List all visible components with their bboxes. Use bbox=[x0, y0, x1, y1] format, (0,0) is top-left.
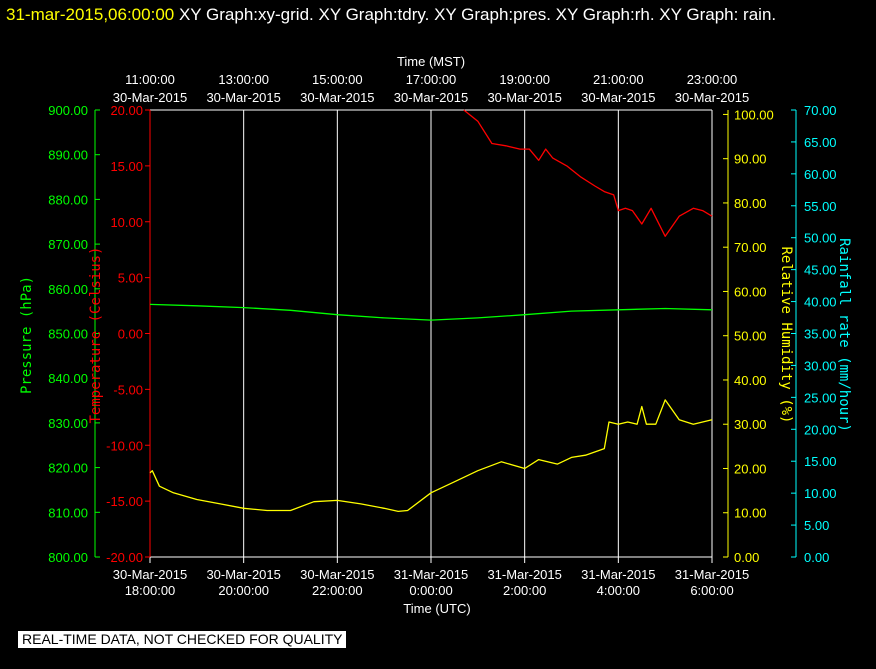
pressure-tick-label: 900.00 bbox=[48, 103, 88, 118]
humidity-tick-label: 70.00 bbox=[734, 240, 767, 255]
temperature-tick-label: 0.00 bbox=[118, 327, 143, 342]
pressure-tick-label: 810.00 bbox=[48, 505, 88, 520]
graph-titles: XY Graph:xy-grid. XY Graph:tdry. XY Grap… bbox=[174, 5, 777, 24]
x-tick-label-time: 0:00:00 bbox=[409, 583, 452, 598]
rain-tick-label: 55.00 bbox=[804, 199, 837, 214]
x-top-tick-label-date: 30-Mar-2015 bbox=[394, 90, 468, 105]
x-top-tick-label-date: 30-Mar-2015 bbox=[113, 90, 187, 105]
x-tick-label-time: 20:00:00 bbox=[218, 583, 269, 598]
humidity-tick-label: 60.00 bbox=[734, 284, 767, 299]
x-tick-label-time: 6:00:00 bbox=[690, 583, 733, 598]
pressure-tick-label: 850.00 bbox=[48, 327, 88, 342]
rain-tick-label: 50.00 bbox=[804, 231, 837, 246]
temperature-tick-label: -20.00 bbox=[106, 550, 143, 565]
rain-tick-label: 45.00 bbox=[804, 263, 837, 278]
humidity-tick-label: 80.00 bbox=[734, 196, 767, 211]
x-top-tick-label-date: 30-Mar-2015 bbox=[206, 90, 280, 105]
rain-tick-label: 60.00 bbox=[804, 167, 837, 182]
rain-axis-label: Rainfall rate (mm/hour) bbox=[836, 238, 852, 432]
rain-tick-label: 30.00 bbox=[804, 358, 837, 373]
x-top-tick-label-date: 30-Mar-2015 bbox=[675, 90, 749, 105]
x-tick-label-time: 2:00:00 bbox=[503, 583, 546, 598]
temperature-tick-label: 5.00 bbox=[118, 271, 143, 286]
temperature-series-line bbox=[463, 109, 713, 237]
humidity-tick-label: 50.00 bbox=[734, 329, 767, 344]
pressure-tick-label: 860.00 bbox=[48, 282, 88, 297]
x-top-tick-label-time: 19:00:00 bbox=[499, 72, 550, 87]
pressure-series-line bbox=[149, 303, 713, 321]
pressure-tick-label: 830.00 bbox=[48, 416, 88, 431]
x-tick-label-date: 30-Mar-2015 bbox=[206, 567, 280, 582]
temperature-tick-label: 10.00 bbox=[110, 215, 143, 230]
humidity-tick-label: 100.00 bbox=[734, 107, 774, 122]
x-tick-label-date: 31-Mar-2015 bbox=[487, 567, 561, 582]
x-tick-label-time: 22:00:00 bbox=[312, 583, 363, 598]
x-top-tick-label-time: 17:00:00 bbox=[406, 72, 457, 87]
x-tick-label-date: 31-Mar-2015 bbox=[581, 567, 655, 582]
x-top-tick-label-time: 13:00:00 bbox=[218, 72, 269, 87]
x-tick-label-date: 31-Mar-2015 bbox=[394, 567, 468, 582]
x-top-tick-label-time: 21:00:00 bbox=[593, 72, 644, 87]
timestamp: 31-mar-2015,06:00:00 bbox=[6, 5, 175, 24]
x-tick-label-time: 18:00:00 bbox=[125, 583, 176, 598]
rain-tick-label: 15.00 bbox=[804, 454, 837, 469]
rain-tick-label: 40.00 bbox=[804, 295, 837, 310]
humidity-tick-label: 40.00 bbox=[734, 373, 767, 388]
temperature-tick-label: -10.00 bbox=[106, 438, 143, 453]
rain-tick-label: 0.00 bbox=[804, 550, 829, 565]
rain-tick-label: 25.00 bbox=[804, 390, 837, 405]
pressure-tick-label: 820.00 bbox=[48, 461, 88, 476]
rain-tick-label: 35.00 bbox=[804, 327, 837, 342]
rain-tick-label: 20.00 bbox=[804, 422, 837, 437]
quality-notice: REAL-TIME DATA, NOT CHECKED FOR QUALITY bbox=[18, 631, 347, 648]
humidity-tick-label: 30.00 bbox=[734, 417, 767, 432]
x-tick-label-date: 30-Mar-2015 bbox=[113, 567, 187, 582]
x-top-tick-label-date: 30-Mar-2015 bbox=[581, 90, 655, 105]
pressure-tick-label: 880.00 bbox=[48, 192, 88, 207]
x-tick-label-date: 30-Mar-2015 bbox=[300, 567, 374, 582]
pressure-tick-label: 870.00 bbox=[48, 237, 88, 252]
temperature-axis-label: Temperature (Celsius) bbox=[88, 246, 104, 423]
humidity-axis-label: Relative Humidity (%) bbox=[778, 246, 794, 423]
humidity-tick-label: 10.00 bbox=[734, 506, 767, 521]
rain-tick-label: 10.00 bbox=[804, 486, 837, 501]
x-top-tick-label-time: 15:00:00 bbox=[312, 72, 363, 87]
x-top-tick-label-date: 30-Mar-2015 bbox=[300, 90, 374, 105]
x-top-tick-label-date: 30-Mar-2015 bbox=[487, 90, 561, 105]
x-top-axis-label: Time (MST) bbox=[397, 54, 465, 69]
pressure-tick-label: 840.00 bbox=[48, 371, 88, 386]
x-top-tick-label-time: 23:00:00 bbox=[687, 72, 738, 87]
rain-tick-label: 5.00 bbox=[804, 518, 829, 533]
temperature-tick-label: -5.00 bbox=[113, 382, 143, 397]
x-bottom-axis-label: Time (UTC) bbox=[403, 601, 470, 616]
x-tick-label-time: 4:00:00 bbox=[597, 583, 640, 598]
rain-tick-label: 65.00 bbox=[804, 135, 837, 150]
temperature-tick-label: 20.00 bbox=[110, 103, 143, 118]
pressure-tick-label: 800.00 bbox=[48, 550, 88, 565]
pressure-tick-label: 890.00 bbox=[48, 148, 88, 163]
humidity-series-line bbox=[149, 399, 713, 513]
rain-tick-label: 70.00 bbox=[804, 103, 837, 118]
chart-header: 31-mar-2015,06:00:00 XY Graph:xy-grid. X… bbox=[6, 2, 866, 28]
temperature-tick-label: -15.00 bbox=[106, 494, 143, 509]
humidity-tick-label: 0.00 bbox=[734, 550, 759, 565]
temperature-tick-label: 15.00 bbox=[110, 159, 143, 174]
humidity-tick-label: 20.00 bbox=[734, 461, 767, 476]
humidity-tick-label: 90.00 bbox=[734, 152, 767, 167]
x-tick-label-date: 31-Mar-2015 bbox=[675, 567, 749, 582]
x-top-tick-label-time: 11:00:00 bbox=[125, 72, 175, 87]
pressure-axis-label: Pressure (hPa) bbox=[19, 276, 35, 394]
